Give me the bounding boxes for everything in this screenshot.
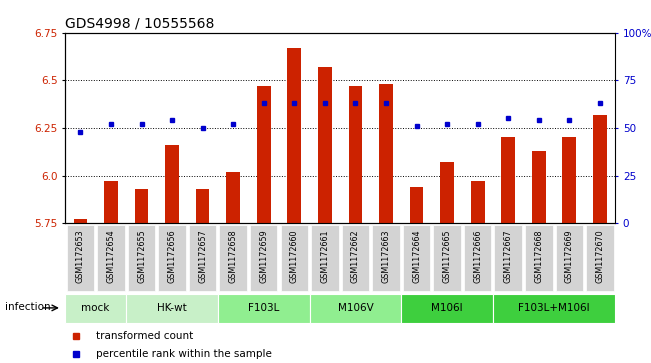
- Bar: [348, 86, 363, 223]
- FancyBboxPatch shape: [281, 225, 308, 291]
- Bar: [318, 67, 332, 223]
- Bar: [135, 189, 148, 223]
- FancyBboxPatch shape: [586, 225, 614, 291]
- FancyBboxPatch shape: [372, 225, 400, 291]
- FancyBboxPatch shape: [66, 225, 94, 291]
- Bar: [471, 182, 484, 223]
- Bar: [104, 182, 118, 223]
- Bar: [288, 48, 301, 223]
- Bar: [409, 187, 423, 223]
- Text: GSM1172664: GSM1172664: [412, 230, 421, 283]
- Text: GSM1172658: GSM1172658: [229, 229, 238, 283]
- Text: GSM1172663: GSM1172663: [381, 230, 391, 283]
- FancyBboxPatch shape: [126, 294, 218, 323]
- Bar: [257, 86, 271, 223]
- Text: mock: mock: [81, 303, 110, 313]
- FancyBboxPatch shape: [250, 225, 277, 291]
- FancyBboxPatch shape: [525, 225, 553, 291]
- Bar: [440, 162, 454, 223]
- Text: GSM1172654: GSM1172654: [107, 229, 115, 283]
- FancyBboxPatch shape: [97, 225, 125, 291]
- Text: GSM1172653: GSM1172653: [76, 229, 85, 283]
- Bar: [227, 172, 240, 223]
- Text: HK-wt: HK-wt: [157, 303, 187, 313]
- Text: percentile rank within the sample: percentile rank within the sample: [96, 349, 271, 359]
- FancyBboxPatch shape: [555, 225, 583, 291]
- Text: GSM1172655: GSM1172655: [137, 229, 146, 283]
- Text: GSM1172662: GSM1172662: [351, 229, 360, 283]
- Bar: [379, 84, 393, 223]
- Text: infection: infection: [5, 302, 51, 312]
- Text: GSM1172659: GSM1172659: [259, 229, 268, 283]
- Text: GSM1172660: GSM1172660: [290, 230, 299, 283]
- Bar: [532, 151, 546, 223]
- Text: GSM1172670: GSM1172670: [596, 229, 604, 283]
- FancyBboxPatch shape: [493, 294, 615, 323]
- FancyBboxPatch shape: [65, 294, 126, 323]
- Bar: [562, 138, 576, 223]
- FancyBboxPatch shape: [158, 225, 186, 291]
- Text: GSM1172667: GSM1172667: [504, 229, 513, 283]
- FancyBboxPatch shape: [495, 225, 522, 291]
- Bar: [593, 115, 607, 223]
- Text: F103L+M106I: F103L+M106I: [518, 303, 590, 313]
- Text: GSM1172666: GSM1172666: [473, 230, 482, 283]
- Text: transformed count: transformed count: [96, 331, 193, 341]
- FancyBboxPatch shape: [464, 225, 492, 291]
- Text: GSM1172665: GSM1172665: [443, 229, 452, 283]
- Text: F103L: F103L: [248, 303, 279, 313]
- Text: M106I: M106I: [432, 303, 463, 313]
- Text: GSM1172669: GSM1172669: [565, 229, 574, 283]
- Text: GSM1172661: GSM1172661: [320, 230, 329, 283]
- Text: GSM1172657: GSM1172657: [198, 229, 207, 283]
- Text: M106V: M106V: [338, 303, 373, 313]
- FancyBboxPatch shape: [434, 225, 461, 291]
- Text: GSM1172668: GSM1172668: [534, 230, 544, 283]
- Bar: [165, 145, 179, 223]
- Bar: [501, 138, 515, 223]
- Text: GDS4998 / 10555568: GDS4998 / 10555568: [65, 16, 214, 30]
- FancyBboxPatch shape: [311, 225, 339, 291]
- FancyBboxPatch shape: [219, 225, 247, 291]
- FancyBboxPatch shape: [128, 225, 155, 291]
- Text: GSM1172656: GSM1172656: [167, 229, 176, 283]
- FancyBboxPatch shape: [310, 294, 401, 323]
- FancyBboxPatch shape: [342, 225, 369, 291]
- Bar: [74, 220, 87, 223]
- Bar: [196, 189, 210, 223]
- FancyBboxPatch shape: [218, 294, 310, 323]
- FancyBboxPatch shape: [189, 225, 216, 291]
- FancyBboxPatch shape: [403, 225, 430, 291]
- FancyBboxPatch shape: [401, 294, 493, 323]
